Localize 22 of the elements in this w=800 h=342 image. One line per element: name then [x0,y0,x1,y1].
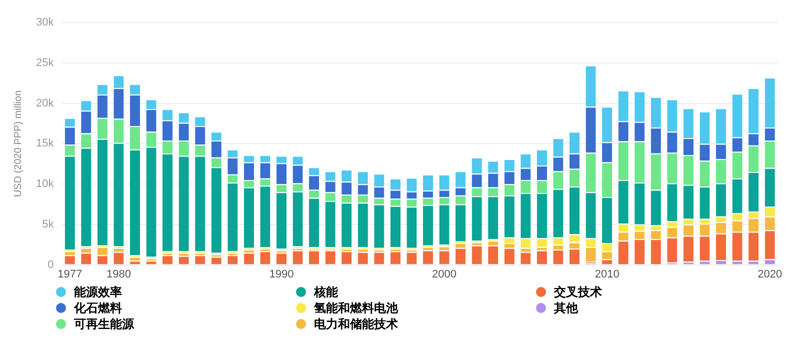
y-tick-label: 20k [36,97,54,110]
x-tick-label: 1990 [269,268,294,280]
x-tick-label: 2000 [432,268,457,280]
y-tick-label: 15k [36,138,54,150]
x-tick-label: 1977 [58,268,82,280]
y-tick-label: 0 [48,258,54,271]
legend-label: 可再生能源 [74,316,134,332]
legend-label: 氢能和燃料电池 [314,300,398,316]
x-tick-label: 1980 [106,268,131,280]
y-tick-label: 30k [36,16,54,29]
legend-label: 其他 [554,300,578,316]
y-axis-title: USD (2020 PPP) million [12,90,24,198]
y-tick-label: 10k [36,178,54,190]
y-tick-label: 5k [42,218,54,230]
legend-label: 交叉技术 [554,284,602,300]
x-tick-label: 2020 [758,268,782,280]
legend-label: 能源效率 [74,284,122,300]
x-tick-label: 2010 [594,268,620,280]
legend-label: 核能 [314,284,338,300]
legend-label: 电力和储能技术 [314,316,398,332]
y-tick-label: 25k [36,57,54,69]
legend-label: 化石燃料 [74,300,122,316]
